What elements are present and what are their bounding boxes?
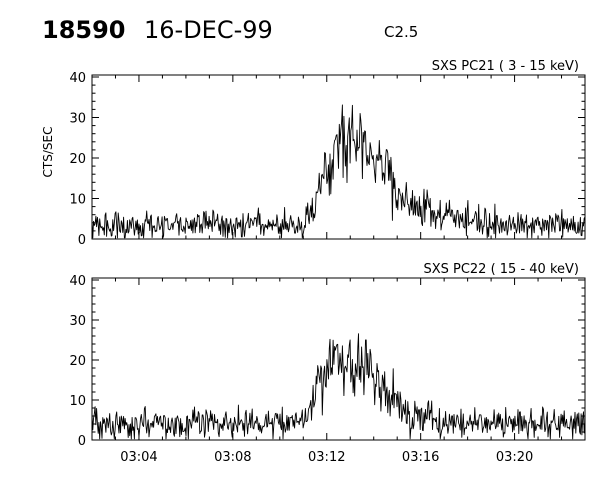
x-tick-label: 03:16 [402,450,439,465]
y-tick-label: 10 [69,193,86,208]
y-tick-label: 10 [69,394,86,409]
event-date: 16-DEC-99 [144,16,273,44]
panel-pc21: 0 10 20 30 40 SXS PC21 ( 3 - 15 keV) CTS/SEC [41,59,586,248]
panel-pc22: 0 10 20 30 40 03:04 03:08 03:12 03:16 03:20 SXS PC… [69,262,586,465]
panel-title-pc22: SXS PC22 ( 15 - 40 keV) [423,262,579,277]
event-id: 18590 [42,16,126,44]
y-tick-label: 20 [69,354,86,369]
x-tick-label: 03:04 [120,450,157,465]
x-tick-label: 03:20 [496,450,533,465]
x-tick-label: 03:08 [214,450,251,465]
x-tick-label: 03:12 [308,450,345,465]
flare-class: C2.5 [384,23,419,41]
y-tick-label: 30 [69,314,86,329]
y-tick-label: 30 [69,112,86,127]
y-tick-label: 40 [69,71,86,86]
panel-title-pc21: SXS PC21 ( 3 - 15 keV) [432,59,579,74]
y-tick-label: 40 [69,274,86,289]
series-line-pc21 [91,104,586,239]
y-axis-label: CTS/SEC [41,127,55,178]
series-line-pc22 [91,333,586,440]
plot-frame-pc21 [91,74,586,240]
y-tick-label: 20 [69,152,86,167]
y-tick-label: 0 [78,434,86,449]
plot-frame-pc22 [91,277,586,441]
y-tick-label: 0 [78,233,86,248]
